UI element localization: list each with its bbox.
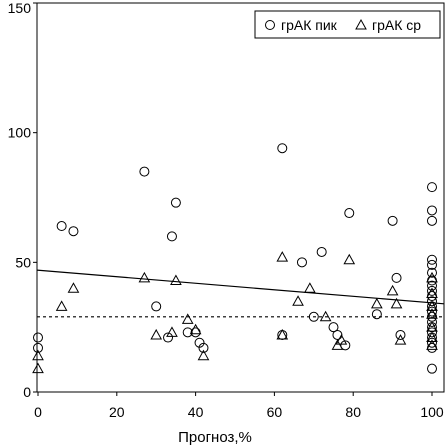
x-tick-label: 80: [345, 404, 361, 420]
data-point-circle: [427, 254, 437, 265]
data-point-circle: [427, 363, 437, 374]
data-point-triangle: [426, 331, 438, 343]
data-point-triangle: [386, 284, 399, 296]
y-tick-label: 150: [8, 0, 32, 16]
data-point-circle: [427, 306, 437, 317]
data-point-circle: [340, 340, 351, 351]
data-point-circle: [344, 208, 355, 219]
data-point-triangle: [426, 321, 438, 332]
data-point-triangle: [394, 334, 407, 345]
data-point-triangle: [55, 300, 68, 311]
data-point-triangle: [276, 251, 289, 262]
data-point-circle: [166, 231, 177, 242]
data-point-circle: [182, 327, 193, 338]
data-point-triangle: [276, 328, 289, 340]
data-point-triangle: [150, 328, 163, 340]
legend-box: [254, 10, 441, 39]
data-point-circle: [427, 296, 437, 307]
data-point-circle: [391, 272, 402, 283]
data-point-circle: [427, 215, 437, 226]
data-point-circle: [56, 221, 67, 232]
data-point-circle: [139, 166, 150, 177]
data-point-circle: [427, 316, 437, 327]
data-point-circle: [170, 197, 181, 208]
data-point-circle: [198, 342, 209, 353]
data-point-circle: [33, 332, 43, 343]
data-point-triangle: [331, 339, 344, 350]
x-axis-ticks: 0 20 40 60 80 100: [34, 392, 444, 420]
data-point-triangle: [189, 323, 202, 335]
data-point-circle: [427, 285, 437, 296]
legend-circle-icon: [265, 20, 275, 30]
data-point-circle: [308, 311, 319, 322]
x-tick-label: 40: [188, 404, 204, 420]
data-point-triangle: [181, 313, 194, 324]
data-point-circle: [395, 329, 406, 340]
data-point-circle: [427, 280, 437, 291]
data-markers: [32, 143, 438, 374]
data-point-circle: [371, 309, 382, 320]
y-tick-label: 0: [23, 384, 31, 400]
legend-label-peak: грАК пик: [281, 17, 338, 33]
data-point-circle: [427, 267, 437, 278]
legend-triangle-icon: [355, 18, 367, 30]
data-point-circle: [163, 332, 174, 343]
x-tick-label: 0: [34, 404, 42, 420]
data-point-triangle: [370, 297, 383, 309]
trend-lines: [36, 269, 445, 318]
data-point-circle: [427, 327, 437, 338]
data-point-circle: [316, 246, 327, 257]
data-point-circle: [296, 257, 307, 268]
data-point-circle: [68, 226, 79, 237]
data-point-triangle: [166, 326, 178, 337]
x-axis-title: Прогноз,%: [178, 429, 252, 446]
data-point-triangle: [343, 253, 356, 265]
x-tick-label: 20: [109, 404, 125, 420]
data-point-triangle: [32, 349, 44, 361]
data-point-circle: [427, 259, 437, 270]
data-point-circle: [427, 205, 437, 216]
legend: грАК пик грАК ср: [254, 10, 441, 39]
data-point-triangle: [426, 339, 438, 350]
y-tick-label: 100: [8, 125, 32, 141]
data-point-circle: [328, 322, 339, 333]
data-point-triangle: [426, 300, 438, 311]
plot-area: [36, 2, 445, 393]
data-point-triangle: [426, 287, 438, 298]
data-point-triangle: [32, 362, 44, 374]
x-tick-label: 100: [420, 404, 444, 420]
data-point-triangle: [426, 271, 438, 283]
data-point-triangle: [426, 308, 438, 319]
data-point-triangle: [292, 295, 304, 306]
x-tick-label: 60: [267, 404, 283, 420]
data-point-triangle: [335, 334, 348, 345]
data-point-triangle: [138, 271, 151, 283]
y-tick-label: 50: [15, 254, 31, 270]
data-point-circle: [277, 143, 288, 154]
data-point-circle: [33, 342, 43, 353]
data-point-triangle: [304, 282, 316, 293]
y-axis-ticks: 0 50 100 150: [8, 0, 37, 400]
data-point-circle: [194, 337, 205, 348]
data-point-triangle: [319, 310, 332, 322]
data-point-triangle: [170, 274, 182, 285]
regression-line: [36, 269, 445, 305]
data-point-circle: [427, 182, 437, 193]
data-point-triangle: [390, 297, 403, 309]
legend-label-mean: грАК ср: [372, 17, 421, 33]
data-point-circle: [427, 337, 437, 348]
data-point-triangle: [67, 282, 80, 293]
data-point-circle: [151, 301, 162, 312]
data-point-triangle: [197, 349, 210, 361]
data-point-circle: [387, 215, 398, 226]
